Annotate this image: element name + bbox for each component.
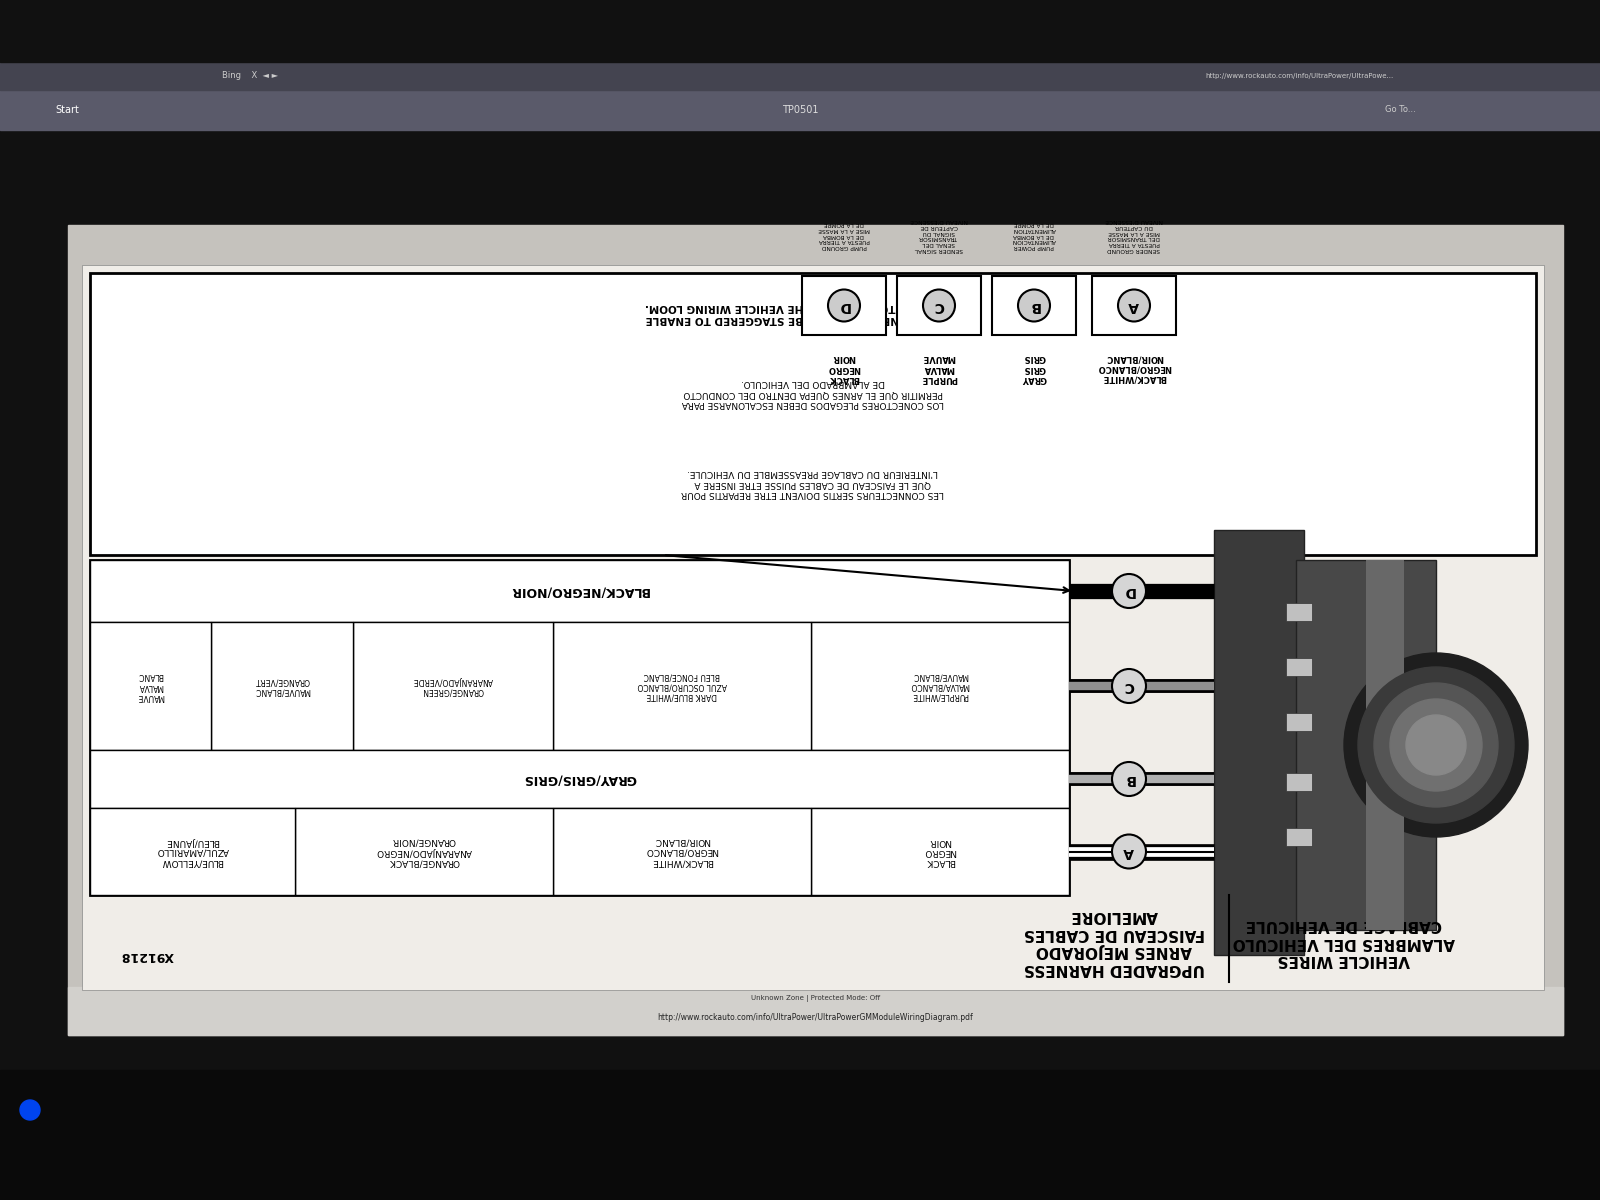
Text: C: C bbox=[934, 299, 944, 312]
Circle shape bbox=[1112, 762, 1146, 796]
Text: BLACK
NEGRO
NOIR: BLACK NEGRO NOIR bbox=[923, 836, 957, 866]
Bar bbox=[1286, 658, 1312, 676]
Bar bbox=[1286, 773, 1312, 791]
Text: DARK BLUE/WHITE
AZUL OSCURO/BLANCO
BLEU FONCE/BLANC: DARK BLUE/WHITE AZUL OSCURO/BLANCO BLEU … bbox=[637, 671, 726, 701]
Text: ORANGE/BLACK
ANARANJADO/NEGRO
ORANGE/NOIR: ORANGE/BLACK ANARANJADO/NEGRO ORANGE/NOI… bbox=[376, 836, 472, 866]
Bar bbox=[90, 272, 1536, 554]
Text: LES CONNECTEURS SERTIS DOIVENT ETRE REPARTIS POUR
QUE LE FAISCEAU DE CABLES PUIS: LES CONNECTEURS SERTIS DOIVENT ETRE REPA… bbox=[682, 468, 944, 498]
Text: http://www.rockauto.com/info/UltraPower/UltraPowe...: http://www.rockauto.com/info/UltraPower/… bbox=[1206, 73, 1394, 79]
Text: VEHICLE WIRES
ALAMBRES DEL VEHICULO
CABLAGE DE VEHICULE: VEHICLE WIRES ALAMBRES DEL VEHICULO CABL… bbox=[1234, 917, 1454, 967]
Bar bbox=[992, 276, 1075, 335]
Text: GRAY
GRIS
GRIS: GRAY GRIS GRIS bbox=[1021, 353, 1046, 383]
Text: A: A bbox=[1128, 299, 1139, 312]
Text: SENDER SIGNAL
SENAL DEL
TRANSMISOR
SIGNAL DU
CAPTEUR DE
NIVEAU D'ESSENCE: SENDER SIGNAL SENAL DEL TRANSMISOR SIGNA… bbox=[910, 218, 968, 252]
Circle shape bbox=[923, 289, 955, 322]
Bar bbox=[1286, 602, 1312, 622]
Circle shape bbox=[829, 289, 861, 322]
Text: D: D bbox=[838, 299, 850, 312]
Bar bbox=[67, 226, 1563, 1034]
Bar bbox=[1366, 560, 1405, 930]
Bar bbox=[67, 986, 1563, 1034]
Circle shape bbox=[1112, 670, 1146, 703]
Text: BLUE/YELLOW
AZUL/AMARILLO
BLEU/JAUNE: BLUE/YELLOW AZUL/AMARILLO BLEU/JAUNE bbox=[157, 836, 229, 866]
Circle shape bbox=[1390, 698, 1482, 791]
Text: PUMP GROUND
PUESTA A TIERRA
DE LA BOMBA
MISE A LA MASSE
DE LA POMPE: PUMP GROUND PUESTA A TIERRA DE LA BOMBA … bbox=[818, 221, 870, 250]
Text: X91218: X91218 bbox=[120, 948, 173, 961]
Circle shape bbox=[1344, 653, 1528, 838]
Text: Unknown Zone | Protected Mode: Off: Unknown Zone | Protected Mode: Off bbox=[750, 996, 880, 1002]
Bar bbox=[1214, 530, 1304, 955]
Circle shape bbox=[1358, 667, 1514, 823]
Bar bbox=[82, 265, 1544, 990]
Bar bbox=[354, 622, 554, 750]
Text: BLACK/WHITE
NEGRO/BLANCO
NOIR/BLANC: BLACK/WHITE NEGRO/BLANCO NOIR/BLANC bbox=[645, 836, 718, 866]
Circle shape bbox=[1018, 289, 1050, 322]
Bar bbox=[898, 276, 981, 335]
Text: BLACK
NEGRO
NOIR: BLACK NEGRO NOIR bbox=[827, 353, 861, 383]
Text: PURPLE/WHITE
MALVA/BLANCO
MAUVE/BLANC: PURPLE/WHITE MALVA/BLANCO MAUVE/BLANC bbox=[910, 671, 970, 701]
Text: MAUVE
MALVA
BLANC: MAUVE MALVA BLANC bbox=[138, 671, 165, 701]
Text: ORANGE/GREEN
ANARANJADO/VERDE: ORANGE/GREEN ANARANJADO/VERDE bbox=[413, 677, 493, 696]
Bar bbox=[1286, 828, 1312, 846]
Circle shape bbox=[1112, 574, 1146, 608]
Text: PUMP POWER
ALIMENTACION
DE LA BOMBA
ALIMENTATION
DE LA POMPE: PUMP POWER ALIMENTACION DE LA BOMBA ALIM… bbox=[1011, 221, 1056, 250]
Bar bbox=[811, 808, 1069, 895]
Bar bbox=[802, 276, 886, 335]
Bar bbox=[1296, 560, 1437, 930]
Bar bbox=[90, 560, 1069, 622]
Bar bbox=[90, 560, 1069, 895]
Text: Start: Start bbox=[54, 104, 78, 115]
Text: SENDER GROUND
PUESTA A TIERRA
DEL TRANSMISOR
MISE A LA MASSE
DU CAPTEUR
NIVEAU D: SENDER GROUND PUESTA A TIERRA DEL TRANSM… bbox=[1106, 218, 1163, 252]
Text: B: B bbox=[1123, 772, 1134, 786]
Text: D: D bbox=[1123, 584, 1134, 598]
Bar bbox=[554, 622, 811, 750]
Bar bbox=[0, 62, 1600, 90]
Text: LOS CONECTORES PLEGADOS DEBEN ESCALONARSE PARA
PERMITIR QUE EL ARNES QUEPA DENTR: LOS CONECTORES PLEGADOS DEBEN ESCALONARS… bbox=[682, 378, 944, 408]
Text: CRIMPED CONNECTORS MUST BE STAGGERED TO ENABLE
THE HARNESS TO FIT INSIDE THE VEH: CRIMPED CONNECTORS MUST BE STAGGERED TO … bbox=[645, 302, 981, 324]
Text: C: C bbox=[1123, 679, 1134, 692]
Text: BLACK/NEGRO/NOIR: BLACK/NEGRO/NOIR bbox=[510, 584, 650, 598]
Bar bbox=[1091, 276, 1176, 335]
Bar bbox=[554, 808, 811, 895]
Bar bbox=[90, 750, 1069, 808]
Bar bbox=[90, 622, 211, 750]
Text: B: B bbox=[1029, 299, 1040, 312]
Text: TP0501: TP0501 bbox=[782, 104, 818, 115]
Text: http://www.rockauto.com/info/UltraPower/UltraPowerGMModuleWiringDiagram.pdf: http://www.rockauto.com/info/UltraPower/… bbox=[658, 1013, 973, 1021]
Text: Bing    X  ◄ ►: Bing X ◄ ► bbox=[222, 72, 278, 80]
Bar bbox=[811, 622, 1069, 750]
Bar bbox=[90, 808, 294, 895]
Bar bbox=[1286, 713, 1312, 731]
Text: GRAY/GRIS/GRIS: GRAY/GRIS/GRIS bbox=[523, 773, 637, 786]
Circle shape bbox=[1118, 289, 1150, 322]
Circle shape bbox=[1112, 834, 1146, 869]
Bar bbox=[0, 1070, 1600, 1200]
Circle shape bbox=[1406, 715, 1466, 775]
Circle shape bbox=[19, 1100, 40, 1120]
Bar bbox=[0, 0, 1600, 62]
Bar bbox=[211, 622, 354, 750]
Text: MAUVE/BLANC
ORANGE/VERT: MAUVE/BLANC ORANGE/VERT bbox=[254, 677, 310, 696]
Text: A: A bbox=[1123, 845, 1134, 858]
Bar bbox=[294, 808, 554, 895]
Text: UPGRADED HARNESS
ARNES MEJORADO
FAISCEAU DE CABLES
AMELIORE: UPGRADED HARNESS ARNES MEJORADO FAISCEAU… bbox=[1024, 908, 1205, 976]
Circle shape bbox=[1374, 683, 1498, 806]
Text: BLACK/WHITE
NEGRO/BLANCO
NOIR/BLANC: BLACK/WHITE NEGRO/BLANCO NOIR/BLANC bbox=[1098, 353, 1171, 383]
Bar bbox=[0, 90, 1600, 130]
Text: Go To...: Go To... bbox=[1384, 106, 1416, 114]
Text: PURPLE
MALVA
MAUVE: PURPLE MALVA MAUVE bbox=[922, 353, 957, 383]
